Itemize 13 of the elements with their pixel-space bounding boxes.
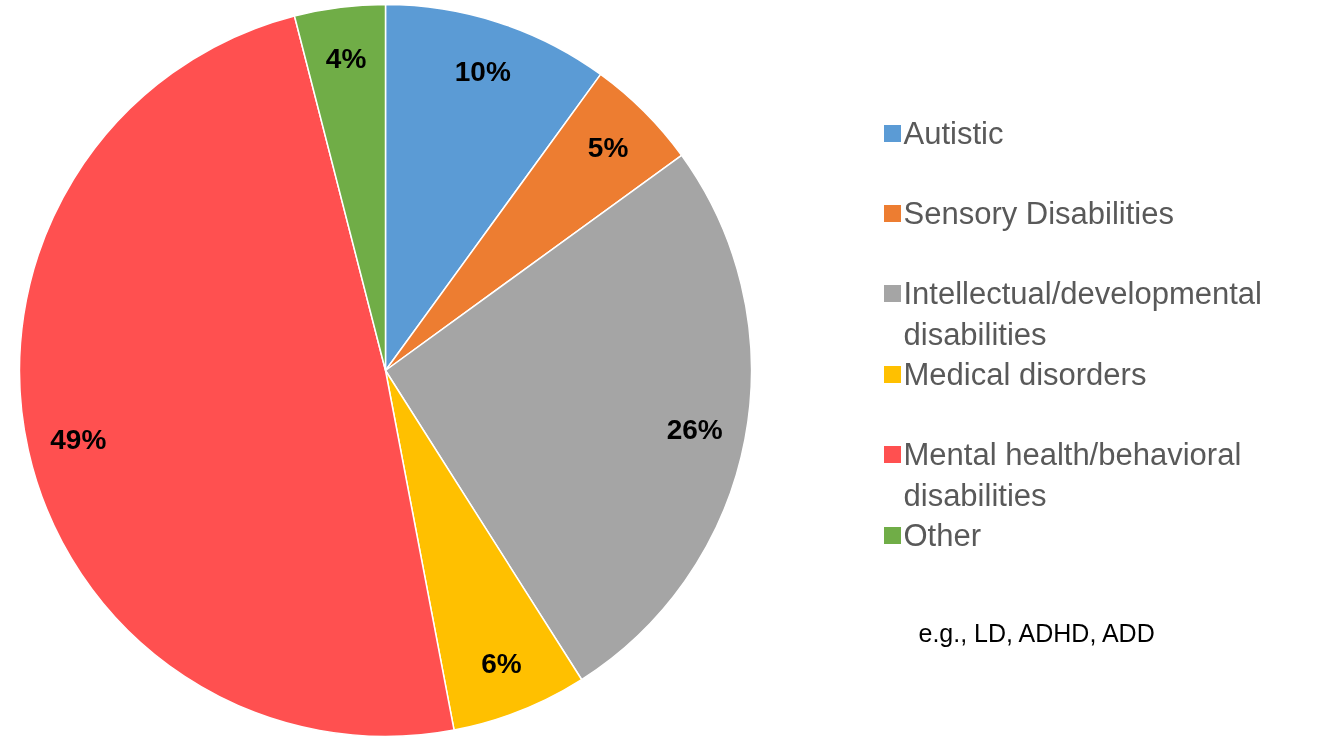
legend-label: Mental health/behavioral disabilities — [903, 437, 1242, 513]
data-label: 6% — [481, 647, 522, 679]
legend-label: Other — [903, 518, 982, 553]
data-label: 26% — [666, 413, 723, 445]
legend-label: Intellectual/developmental disabilities — [903, 276, 1262, 352]
legend-label: Autistic — [903, 116, 1004, 151]
data-label: 10% — [454, 55, 511, 87]
text: e.g., LD, ADHD, ADD — [918, 618, 1155, 647]
data-label: 49% — [50, 423, 107, 455]
legend-label: Sensory Disabilities — [903, 196, 1174, 231]
data-label: 4% — [325, 42, 367, 74]
data-label: 5% — [587, 132, 629, 164]
legend-label: Medical disorders — [903, 357, 1147, 392]
